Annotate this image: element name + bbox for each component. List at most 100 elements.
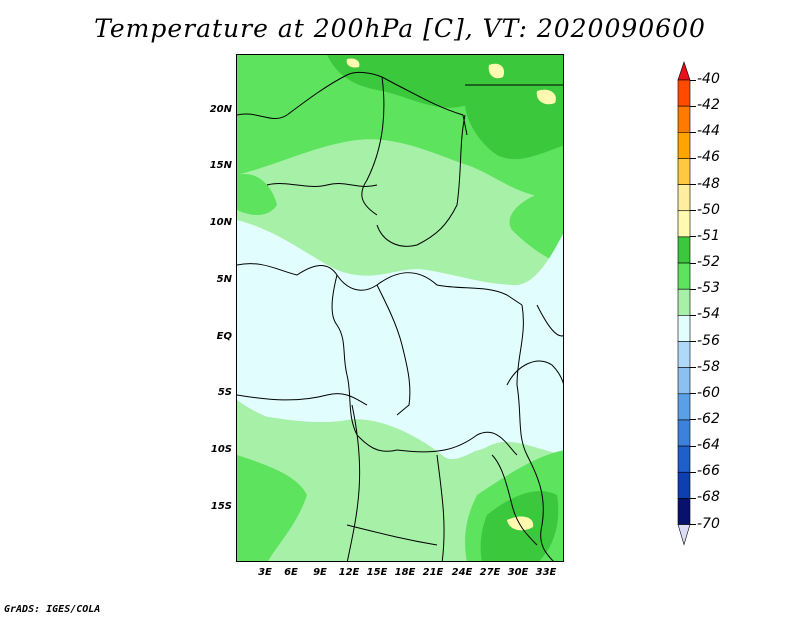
border-mid-1 (237, 263, 523, 306)
colorbar-tick (690, 131, 696, 133)
colorbar-tick (690, 445, 696, 447)
border-south-1 (346, 404, 361, 561)
colorbar-swatch (677, 367, 691, 395)
colorbar-tick (690, 79, 696, 81)
colorbar-level-label: -51 (697, 227, 720, 244)
border-east-1 (516, 304, 554, 561)
colorbar-level-label: -42 (697, 97, 720, 114)
field-cold-belt-east (432, 375, 563, 452)
field-warm-patch-3 (536, 89, 556, 105)
colorbar-tick (690, 184, 696, 186)
colorbar-swatch (677, 498, 691, 525)
border-mid-6 (237, 393, 368, 406)
colorbar-swatch (677, 393, 691, 421)
colorbar-swatch (677, 419, 691, 447)
field-northeast-core (465, 55, 563, 160)
lon-label-21e: 21E (422, 567, 444, 578)
field-west-green (237, 174, 277, 215)
chart-title: Temperature at 200hPa [C], VT: 202009060… (94, 14, 706, 43)
colorbar-swatch (677, 184, 691, 212)
map-panel (236, 54, 564, 562)
lon-label-15e: 15E (366, 567, 388, 578)
colorbar-bottom-arrow (677, 524, 691, 546)
border-mid-3 (331, 274, 348, 376)
lat-label-5s: 5S (217, 387, 232, 398)
colorbar-swatch (677, 158, 691, 185)
lat-label-10n: 10N (209, 217, 232, 228)
colorbar-swatch (677, 105, 691, 133)
colorbar-swatch (677, 288, 691, 316)
field-warm-patch-4 (507, 516, 534, 531)
colorbar-swatch (677, 262, 691, 290)
colorbar-tick (690, 105, 696, 107)
lat-label-20n: 20N (209, 104, 232, 115)
colorbar-swatch (677, 315, 691, 342)
lon-label-27e: 27E (479, 567, 501, 578)
border-mid-2 (266, 183, 378, 187)
credit-text: GrADS: IGES/COLA (4, 604, 101, 615)
lon-label-3e: 3E (258, 567, 272, 578)
colorbar-level-label: -54 (697, 306, 720, 323)
colorbar-level-label: -52 (697, 254, 720, 271)
colorbar-level-label: -70 (697, 515, 720, 532)
colorbar-level-label: -53 (697, 280, 720, 297)
border-south-3 (436, 454, 445, 561)
colorbar-tick (690, 236, 696, 238)
colorbar-level-label: -60 (697, 384, 720, 401)
border-east-2 (536, 304, 563, 337)
colorbar-swatch (677, 210, 691, 238)
colorbar-tick (690, 419, 696, 421)
colorbar-swatch (677, 132, 691, 159)
colorbar-level-label: -46 (697, 149, 720, 166)
colorbar-swatch (677, 236, 691, 264)
colorbar-top-arrow (677, 61, 691, 81)
field-east-green (509, 185, 563, 265)
border-east-3 (506, 360, 563, 386)
colorbar-tick (690, 471, 696, 473)
border-mid-4 (376, 284, 411, 416)
lon-label-33e: 33E (535, 567, 557, 578)
lat-label-15n: 15N (209, 160, 232, 171)
colorbar-level-label: -48 (697, 175, 720, 192)
lon-label-30e: 30E (507, 567, 529, 578)
colorbar (674, 60, 694, 564)
colorbar-tick (690, 393, 696, 395)
field-southwest-green (237, 455, 307, 561)
lon-label-9e: 9E (313, 567, 327, 578)
colorbar-level-label: -64 (697, 437, 720, 454)
lat-label-15s: 15S (210, 501, 232, 512)
colorbar-tick (690, 262, 696, 264)
colorbar-tick (690, 288, 696, 290)
field-north-core (327, 55, 467, 108)
country-borders (237, 71, 563, 561)
lon-label-24e: 24E (451, 567, 473, 578)
colorbar-tick (690, 341, 696, 342)
lat-label-5n: 5N (216, 274, 232, 285)
colorbar-level-label: -56 (697, 332, 720, 349)
field-warm-patch-1 (346, 58, 360, 68)
colorbar-level-label: -58 (697, 358, 720, 375)
border-southeast (491, 454, 538, 546)
colorbar-tick (690, 497, 696, 499)
colorbar-swatch (677, 471, 691, 499)
colorbar-level-label: -40 (697, 71, 720, 87)
lat-label-10s: 10S (210, 444, 232, 455)
colorbar-swatches (677, 61, 691, 546)
lon-label-6e: 6E (284, 567, 298, 578)
border-north-3 (376, 114, 466, 247)
colorbar-level-label: -50 (697, 201, 720, 218)
colorbar-tick (690, 314, 696, 316)
colorbar-tick (690, 367, 696, 369)
colorbar-level-label: -44 (697, 123, 720, 140)
colorbar-level-label: -66 (697, 463, 720, 480)
field-warm-patch-2 (488, 63, 505, 79)
colorbar-level-label: -68 (697, 489, 720, 506)
border-south-2 (396, 432, 518, 456)
colorbar-swatch (677, 79, 691, 107)
lat-label-eq: EQ (216, 331, 232, 342)
colorbar-swatch (677, 341, 691, 368)
map-field (237, 55, 563, 561)
border-north-2 (361, 76, 385, 216)
border-north-1 (237, 71, 468, 136)
colorbar-tick (690, 210, 696, 212)
